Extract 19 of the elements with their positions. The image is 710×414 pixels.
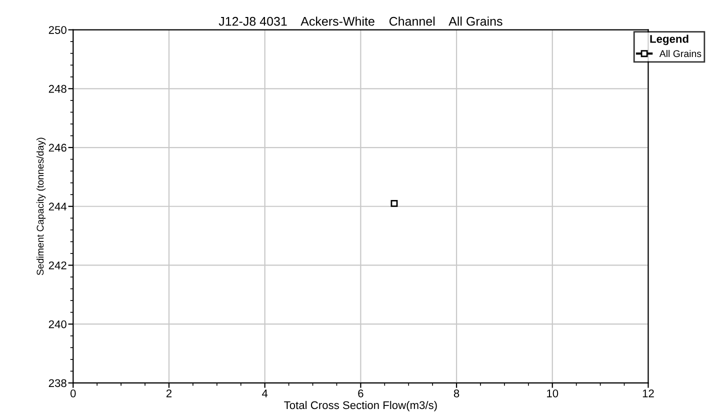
chart-title: J12-J8 4031 Ackers-White Channel All Grains [218,16,502,26]
y-tick-label: 248 [48,84,66,93]
legend-title: Legend [650,34,688,46]
x-tick-label: 8 [454,389,460,398]
x-axis-title: Total Cross Section Flow(m3/s) [284,400,437,412]
y-tick-label: 244 [48,202,67,210]
x-tick-label: 4 [262,390,268,398]
y-tick-label: 250 [48,26,66,34]
y-tick-label: 240 [48,320,66,328]
x-tick-label: 0 [70,389,76,398]
legend-label: All Grains [659,50,702,58]
x-tick-label: 10 [547,389,558,398]
x-tick-label: 12 [642,389,654,398]
y-tick-label: 242 [48,262,66,270]
y-tick-label: 238 [48,379,66,388]
y-tick-label: 246 [48,144,66,152]
y-axis-title: Sediment Capacity (tonnes/day) [36,138,46,276]
x-tick-label: 2 [166,389,172,398]
x-tick-label: 6 [358,389,364,398]
